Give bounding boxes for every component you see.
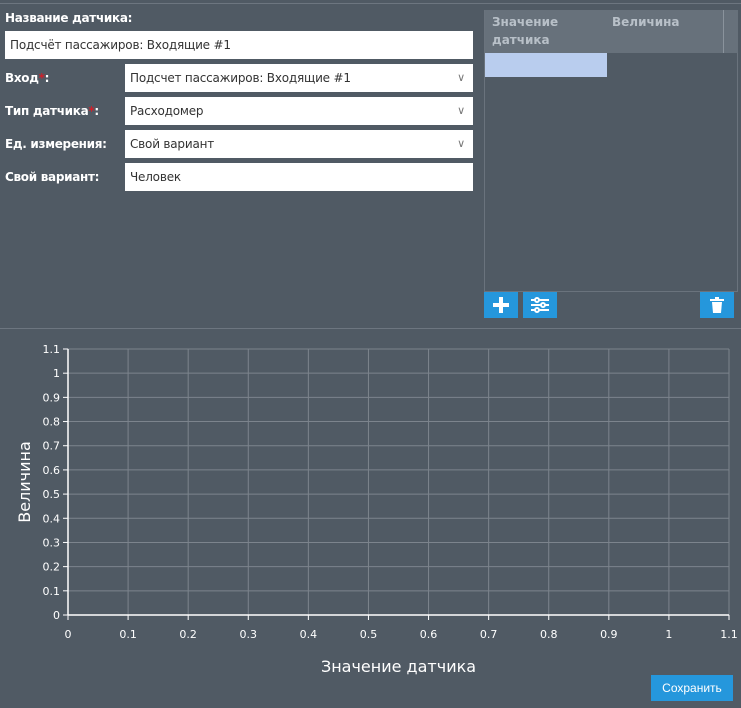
sliders-icon <box>531 297 549 313</box>
y-tick-label: 0 <box>53 609 60 622</box>
sensor-name-input[interactable]: Подсчёт пассажиров: Входящие #1 <box>5 31 473 59</box>
x-tick-label: 1.1 <box>720 628 738 641</box>
y-tick-label: 0.6 <box>43 464 61 477</box>
custom-unit-input[interactable]: Человек <box>125 163 473 191</box>
calibration-table: Значение датчика Величина <box>484 10 738 292</box>
x-tick-label: 0.4 <box>300 628 318 641</box>
custom-unit-label: Свой вариант: <box>5 170 100 184</box>
x-tick-label: 0 <box>65 628 72 641</box>
input-label-text: Вход <box>5 71 39 85</box>
y-tick-label: 1.1 <box>43 343 61 356</box>
x-tick-label: 0.9 <box>600 628 618 641</box>
input-select-value: Подсчет пассажиров: Входящие #1 <box>130 71 351 85</box>
required-mark: * <box>88 104 95 118</box>
y-axis-label: Величина <box>15 441 34 523</box>
input-label: Вход*: <box>5 71 49 85</box>
colon: : <box>44 71 50 85</box>
calibration-chart: 0 0.1 0.2 0.3 0.4 0.5 0.6 0.7 0.8 0.9 1 1.1 0 0.1 0.2 0… <box>15 343 738 675</box>
trash-icon <box>710 297 724 313</box>
x-tick-label: 0.6 <box>420 628 438 641</box>
x-axis-label: Значение датчика <box>321 657 476 675</box>
unit-label: Ед. измерения: <box>5 137 107 151</box>
sensor-type-label-text: Тип датчика <box>5 104 89 118</box>
top-divider <box>0 3 741 4</box>
x-tick-label: 0.8 <box>540 628 558 641</box>
required-mark: * <box>38 71 45 85</box>
settings-button[interactable] <box>523 292 557 318</box>
delete-row-button[interactable] <box>700 292 734 318</box>
x-tick-label: 0.5 <box>360 628 378 641</box>
x-tick-label: 1 <box>665 628 672 641</box>
x-tick-label: 0.1 <box>119 628 137 641</box>
unit-value: Свой вариант <box>130 137 215 151</box>
input-select[interactable]: Подсчет пассажиров: Входящие #1 ∨ <box>125 64 473 92</box>
save-button[interactable]: Сохранить <box>651 675 733 701</box>
table-header: Значение датчика Величина <box>485 10 738 53</box>
column-header-value[interactable]: Величина <box>612 15 680 29</box>
section-divider <box>0 328 741 329</box>
y-tick-label: 0.7 <box>43 440 61 453</box>
add-row-button[interactable] <box>484 292 518 318</box>
plus-icon <box>493 297 509 313</box>
y-tick-label: 0.8 <box>43 416 61 429</box>
x-tick-label: 0.3 <box>240 628 258 641</box>
y-tick-label: 0.4 <box>43 512 61 525</box>
y-tick-label: 0.5 <box>43 488 61 501</box>
unit-select[interactable]: Свой вариант ∨ <box>125 130 473 158</box>
table-row[interactable] <box>485 53 607 77</box>
sensor-type-label: Тип датчика*: <box>5 104 99 118</box>
colon: : <box>94 104 99 118</box>
sensor-type-value: Расходомер <box>130 104 204 118</box>
x-tick-label: 0.2 <box>179 628 197 641</box>
y-tick-label: 0.3 <box>43 536 61 549</box>
chevron-down-icon: ∨ <box>457 71 465 84</box>
chevron-down-icon: ∨ <box>457 137 465 150</box>
y-tick-label: 0.2 <box>43 561 61 574</box>
y-tick-label: 0.9 <box>43 391 61 404</box>
y-tick-label: 1 <box>53 367 60 380</box>
column-header-sensor-value[interactable]: Значение датчика <box>492 15 559 47</box>
sensor-name-label: Название датчика: <box>5 11 133 25</box>
chevron-down-icon: ∨ <box>457 104 465 117</box>
y-tick-label: 0.1 <box>43 585 61 598</box>
sensor-type-select[interactable]: Расходомер ∨ <box>125 97 473 125</box>
column-separator <box>723 10 724 53</box>
x-tick-label: 0.7 <box>480 628 498 641</box>
